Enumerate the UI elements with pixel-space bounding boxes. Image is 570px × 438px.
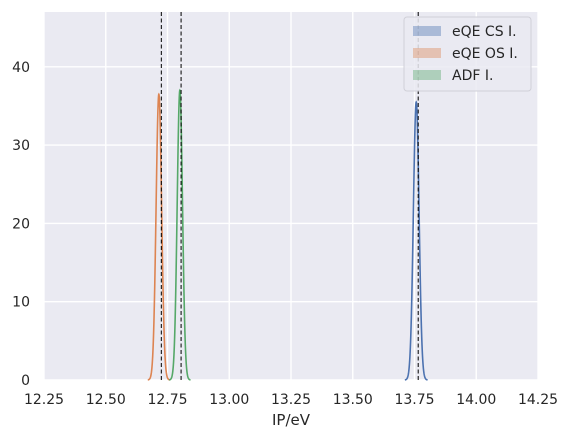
x-axis-ticks: 12.25 12.50 12.75 13.00 13.25 13.50 13.75 14.00…: [24, 392, 558, 408]
legend-swatch: [413, 48, 441, 58]
legend-label: eQE CS I.: [452, 24, 517, 40]
legend-box: [403, 16, 532, 92]
legend-label: ADF I.: [452, 68, 493, 84]
series-line: [147, 92, 171, 381]
x-axis-label: IP/eV: [272, 411, 311, 429]
x-tick-label: 13.75: [394, 392, 434, 408]
series-line: [169, 88, 191, 381]
y-tick-label: 40: [12, 60, 30, 76]
y-tick-label: 0: [21, 373, 30, 389]
x-tick-label: 13.25: [271, 392, 311, 408]
x-tick-label: 13.00: [209, 392, 249, 408]
series-line: [404, 100, 428, 381]
y-tick-label: 30: [12, 138, 30, 154]
x-tick-label: 12.25: [24, 392, 64, 408]
x-tick-label: 13.50: [333, 392, 373, 408]
series-curves: [147, 88, 428, 381]
y-tick-label: 10: [12, 295, 30, 311]
y-tick-label: 20: [12, 216, 30, 232]
legend-swatch: [413, 26, 441, 36]
x-tick-label: 12.50: [86, 392, 126, 408]
x-tick-label: 14.00: [456, 392, 496, 408]
legend-label: eQE OS I.: [452, 46, 518, 62]
y-axis-ticks: 0 10 20 30 40: [12, 60, 30, 389]
legend: eQE CS I. eQE OS I. ADF I.: [403, 16, 532, 92]
x-tick-label: 12.75: [147, 392, 187, 408]
x-tick-label: 14.25: [518, 392, 558, 408]
legend-swatch: [413, 70, 441, 80]
